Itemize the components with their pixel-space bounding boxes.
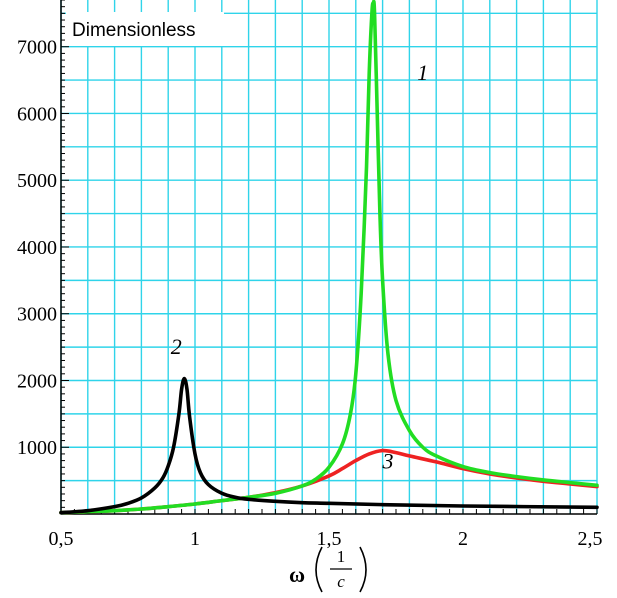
ylabel-background bbox=[66, 12, 224, 46]
y-tick-label: 4000 bbox=[17, 237, 57, 259]
grid bbox=[60, 0, 598, 514]
curve-labels: 1 2 3 bbox=[171, 60, 429, 474]
x-tick-labels: 0,5 1 1,5 2 2,5 bbox=[49, 528, 603, 550]
x-tick-label: 1 bbox=[190, 528, 200, 550]
x-unit-numerator: 1 bbox=[337, 547, 346, 566]
curve-label-2: 2 bbox=[171, 334, 182, 359]
x-axis-label: ω 1 c bbox=[289, 546, 367, 593]
x-unit-denominator: c bbox=[337, 572, 345, 591]
series-line-2 bbox=[59, 376, 599, 515]
x-unit-right-paren bbox=[359, 546, 367, 593]
y-tick-labels: 1000 2000 3000 4000 5000 6000 7000 bbox=[17, 37, 57, 460]
y-tick-label: 3000 bbox=[17, 304, 57, 326]
x-tick-label: 2,5 bbox=[578, 528, 603, 550]
y-axis-label: Dimensionless bbox=[72, 20, 196, 41]
curve-label-3: 3 bbox=[381, 449, 393, 474]
x-unit-left-paren bbox=[315, 546, 323, 593]
x-tick-label: 2 bbox=[458, 528, 468, 550]
y-tick-label: 5000 bbox=[17, 170, 57, 192]
x-axis-symbol: ω bbox=[289, 562, 305, 587]
y-tick-label: 6000 bbox=[17, 103, 57, 125]
series-line-1 bbox=[59, 0, 599, 515]
y-tick-label: 7000 bbox=[17, 37, 57, 59]
series-layer bbox=[59, 0, 599, 515]
y-tick-label: 1000 bbox=[17, 437, 57, 459]
x-tick-label: 1,5 bbox=[317, 528, 342, 550]
curve-label-1: 1 bbox=[417, 60, 428, 85]
y-tick-label: 2000 bbox=[17, 370, 57, 392]
x-tick-label: 0,5 bbox=[49, 528, 74, 550]
